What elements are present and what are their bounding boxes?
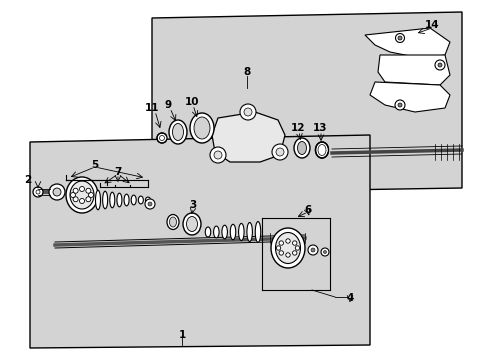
Circle shape — [320, 248, 328, 256]
Ellipse shape — [194, 117, 209, 139]
Circle shape — [33, 187, 43, 197]
Ellipse shape — [293, 138, 309, 158]
Circle shape — [148, 202, 152, 206]
Polygon shape — [30, 135, 369, 348]
Circle shape — [437, 63, 441, 67]
Polygon shape — [369, 82, 449, 112]
Circle shape — [86, 197, 91, 202]
Ellipse shape — [167, 215, 179, 230]
Text: 1: 1 — [178, 330, 185, 340]
Ellipse shape — [66, 177, 98, 213]
Ellipse shape — [169, 217, 176, 227]
Circle shape — [159, 135, 164, 140]
Ellipse shape — [169, 120, 186, 144]
Ellipse shape — [246, 222, 252, 242]
Text: 5: 5 — [91, 160, 99, 170]
Ellipse shape — [110, 192, 115, 208]
Circle shape — [209, 147, 225, 163]
Circle shape — [73, 197, 78, 202]
Circle shape — [86, 188, 91, 193]
Circle shape — [36, 190, 40, 194]
Circle shape — [397, 36, 401, 40]
Circle shape — [285, 253, 289, 257]
Circle shape — [295, 246, 299, 250]
Polygon shape — [212, 112, 285, 162]
Ellipse shape — [315, 142, 328, 158]
Circle shape — [310, 248, 314, 252]
Polygon shape — [364, 28, 449, 58]
Circle shape — [73, 188, 78, 193]
Circle shape — [434, 60, 444, 70]
Ellipse shape — [117, 193, 122, 207]
Circle shape — [395, 33, 404, 42]
Text: 6: 6 — [304, 205, 311, 215]
Circle shape — [70, 193, 75, 198]
Circle shape — [285, 239, 289, 243]
Text: 3: 3 — [189, 200, 196, 210]
Ellipse shape — [270, 228, 305, 268]
Text: 10: 10 — [184, 97, 199, 107]
Circle shape — [88, 193, 93, 198]
Ellipse shape — [145, 197, 150, 203]
Ellipse shape — [275, 233, 300, 264]
Ellipse shape — [213, 226, 219, 238]
Circle shape — [214, 151, 222, 159]
Text: 11: 11 — [144, 103, 159, 113]
Ellipse shape — [238, 224, 244, 240]
Ellipse shape — [95, 190, 101, 210]
Ellipse shape — [70, 181, 94, 209]
Ellipse shape — [190, 113, 214, 143]
Circle shape — [80, 198, 84, 203]
Circle shape — [394, 100, 404, 110]
Text: 4: 4 — [346, 293, 353, 303]
Circle shape — [271, 144, 287, 160]
Ellipse shape — [230, 224, 235, 240]
Ellipse shape — [124, 194, 129, 206]
Ellipse shape — [138, 196, 143, 204]
Circle shape — [49, 184, 65, 200]
Polygon shape — [152, 12, 461, 193]
Ellipse shape — [172, 123, 183, 140]
Ellipse shape — [222, 225, 227, 239]
Circle shape — [275, 148, 284, 156]
Circle shape — [292, 241, 296, 245]
Circle shape — [323, 251, 326, 253]
Circle shape — [276, 246, 280, 250]
Circle shape — [80, 186, 84, 192]
Text: 14: 14 — [424, 20, 438, 30]
Ellipse shape — [102, 191, 107, 209]
Circle shape — [279, 241, 283, 245]
Text: 12: 12 — [290, 123, 305, 133]
Circle shape — [145, 199, 155, 209]
Ellipse shape — [131, 195, 136, 205]
Circle shape — [397, 103, 401, 107]
Circle shape — [53, 188, 61, 196]
Text: 7: 7 — [114, 167, 122, 177]
Text: 9: 9 — [164, 100, 171, 110]
Ellipse shape — [297, 141, 306, 154]
Text: 13: 13 — [312, 123, 326, 133]
Circle shape — [292, 251, 296, 255]
Circle shape — [240, 104, 256, 120]
Circle shape — [244, 108, 251, 116]
Ellipse shape — [317, 144, 325, 156]
Text: 8: 8 — [243, 67, 250, 77]
Circle shape — [279, 251, 283, 255]
Ellipse shape — [186, 216, 197, 231]
Ellipse shape — [183, 213, 201, 235]
Polygon shape — [377, 55, 449, 85]
Ellipse shape — [205, 227, 210, 237]
Circle shape — [307, 245, 317, 255]
Text: 2: 2 — [24, 175, 32, 185]
Circle shape — [157, 133, 167, 143]
Ellipse shape — [255, 222, 260, 242]
